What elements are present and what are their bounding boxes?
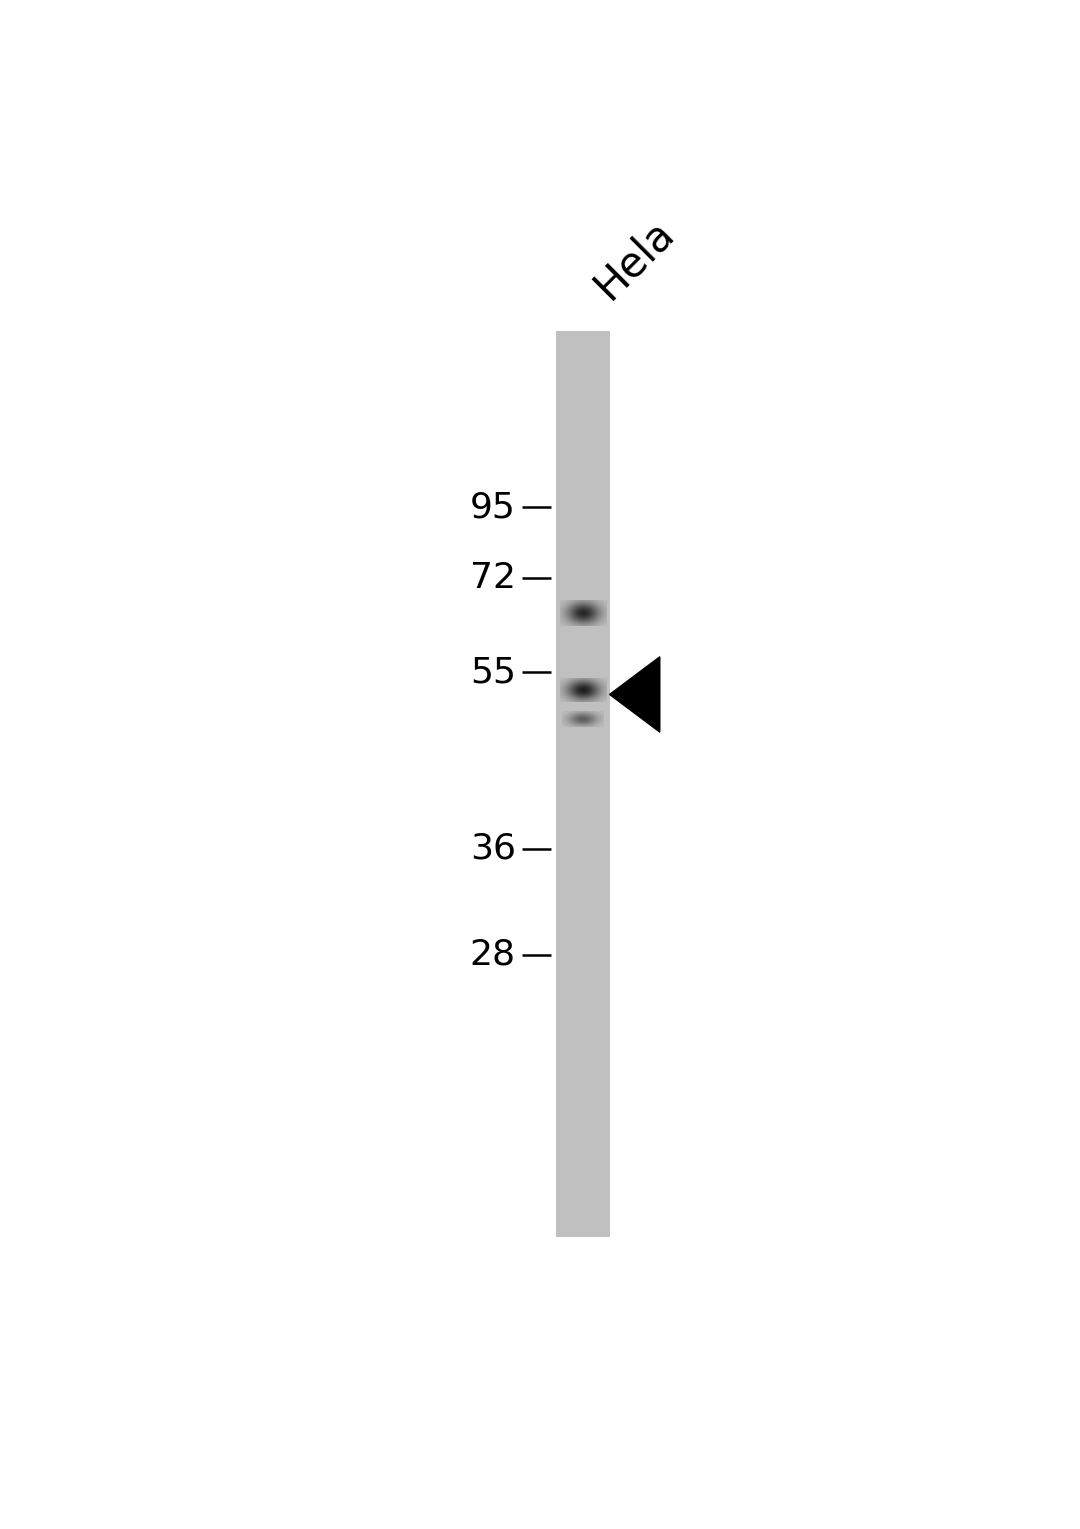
- Text: 72: 72: [470, 561, 516, 595]
- Text: Hela: Hela: [586, 211, 683, 307]
- Polygon shape: [609, 657, 660, 732]
- Bar: [555, 330, 610, 1237]
- Text: 95: 95: [470, 491, 516, 524]
- Text: 28: 28: [470, 937, 516, 971]
- Text: 55: 55: [470, 654, 516, 690]
- Text: 36: 36: [470, 832, 516, 865]
